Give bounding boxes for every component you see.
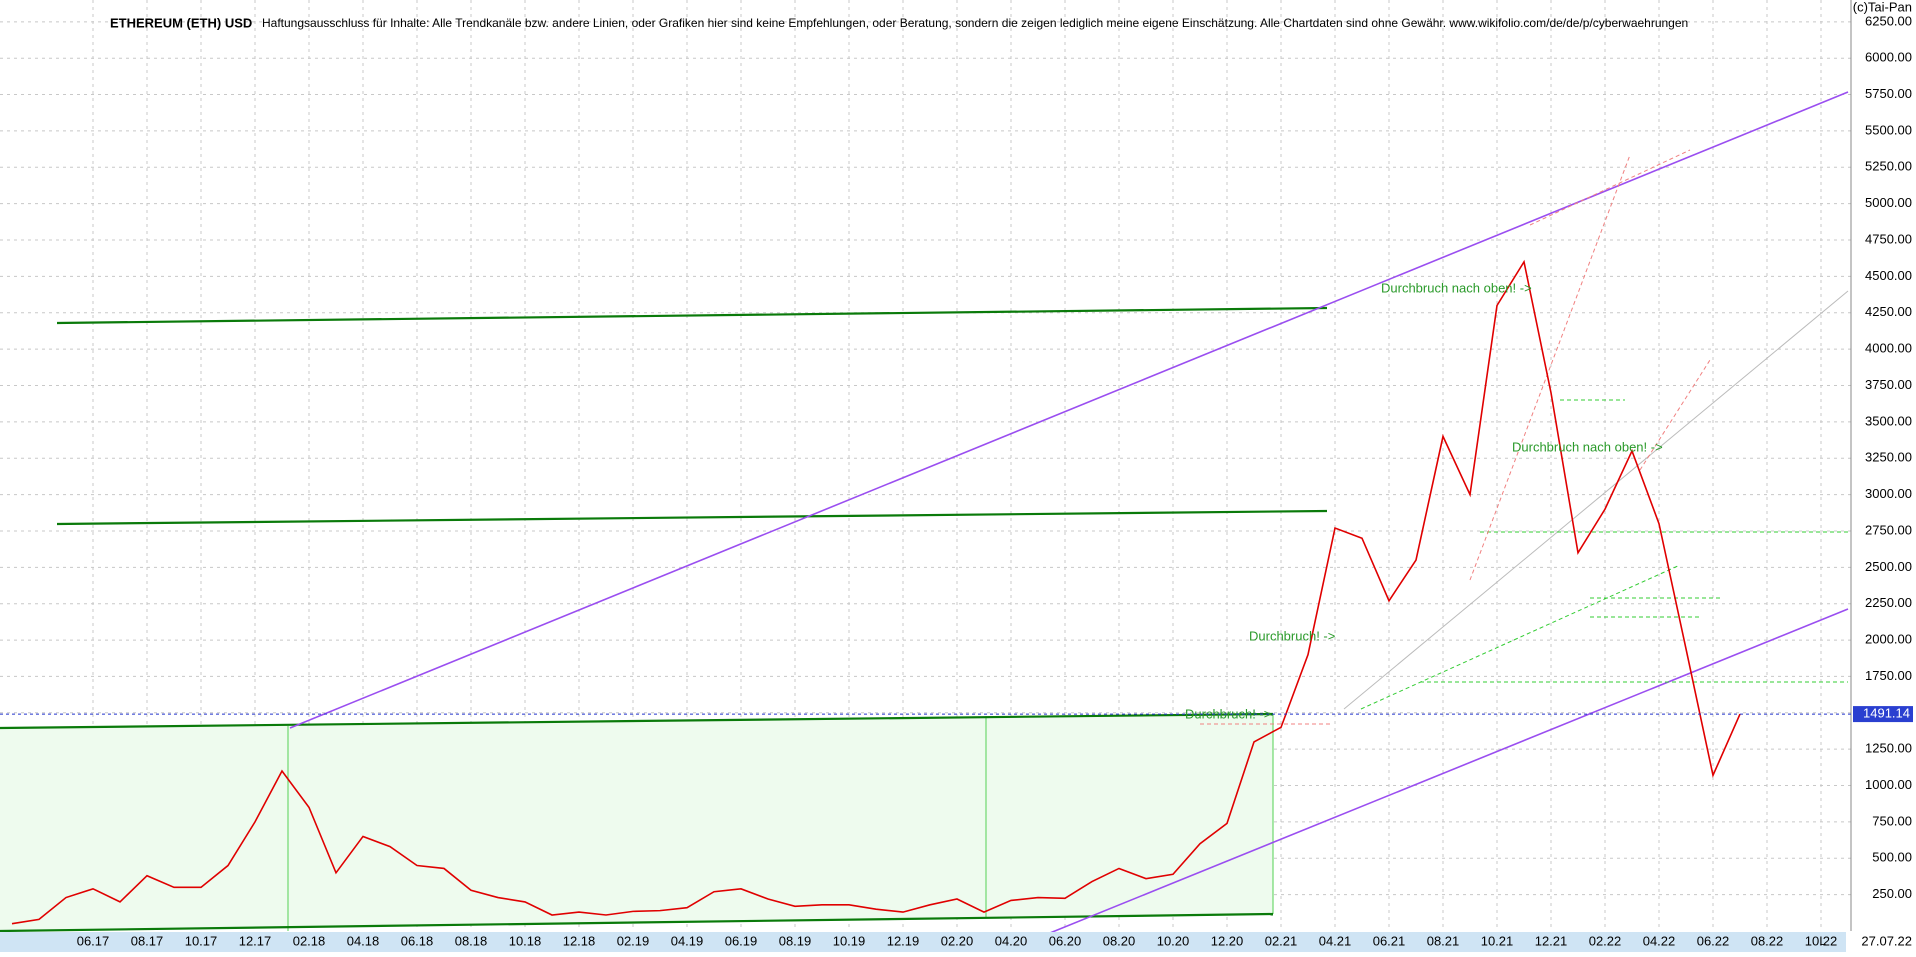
x-tick-label: 04.20 [995,933,1028,948]
range-box [0,714,1273,931]
x-tick-label: 06.21 [1373,933,1406,948]
x-tick-label: 06.17 [77,933,110,948]
y-tick-label: 5750.00 [1865,86,1912,101]
x-tick-label: 02.19 [617,933,650,948]
y-tick-label: 4750.00 [1865,231,1912,246]
y-tick-label: 2750.00 [1865,522,1912,537]
chart-subtitle: Haftungsausschluss für Inhalte: Alle Tre… [262,16,1688,30]
x-tick-label: 10.17 [185,933,218,948]
y-tick-label: 1250.00 [1865,741,1912,756]
y-tick-label: 3500.00 [1865,413,1912,428]
y-tick-label: 3000.00 [1865,486,1912,501]
helper-line [1343,290,1849,710]
annotation: Durchbruch! -> [1185,706,1271,721]
x-tick-label: 02.22 [1589,933,1622,948]
y-tick-label: 1000.00 [1865,777,1912,792]
chart-title: ETHEREUM (ETH) USD [110,15,252,30]
y-tick-label: 6000.00 [1865,50,1912,65]
annotation: Durchbruch nach oben! -> [1381,280,1532,295]
axis-panel [1851,0,1916,952]
y-tick-label: 5000.00 [1865,195,1912,210]
x-tick-label: 08.19 [779,933,812,948]
x-tick-label: 02.18 [293,933,326,948]
x-tick-label: 08.18 [455,933,488,948]
y-tick-label: 4500.00 [1865,268,1912,283]
x-tick-label: 08.17 [131,933,164,948]
y-tick-label: 2500.00 [1865,559,1912,574]
x-tick-label: 06.20 [1049,933,1082,948]
annotation: Durchbruch! -> [1249,628,1335,643]
x-tick-label: 10.22 [1805,933,1838,948]
x-tick-label: 10.19 [833,933,866,948]
last-date: 27.07.22 [1861,933,1912,948]
x-tick-label: 02.20 [941,933,974,948]
x-tick-label: 08.20 [1103,933,1136,948]
y-tick-label: 3250.00 [1865,450,1912,465]
y-tick-label: 750.00 [1872,813,1912,828]
x-tick-label: 06.18 [401,933,434,948]
y-tick-label: 500.00 [1872,850,1912,865]
y-tick-label: 4000.00 [1865,341,1912,356]
annotation: Durchbruch nach oben! -> [1512,439,1663,454]
x-tick-label: 12.20 [1211,933,1244,948]
y-tick-label: 2000.00 [1865,632,1912,647]
y-tick-label: 3750.00 [1865,377,1912,392]
copyright: (c)Tai-Pan [1853,0,1912,14]
y-tick-label: 6250.00 [1865,13,1912,28]
support-lines [1360,399,1848,710]
y-tick-label: 250.00 [1872,886,1912,901]
y-tick-label: 2250.00 [1865,595,1912,610]
x-tick-label: 12.18 [563,933,596,948]
corner-label: L [1819,934,1826,948]
x-tick-label: 02.21 [1265,933,1298,948]
resistance-lines [1200,149,1711,725]
x-tick-label: 04.18 [347,933,380,948]
zone-lines [287,714,1274,931]
horizontal-trendlines [0,306,1328,933]
x-tick-label: 08.21 [1427,933,1460,948]
y-tick-label: 5250.00 [1865,159,1912,174]
x-tick-label: 12.19 [887,933,920,948]
x-tick-label: 10.18 [509,933,542,948]
last-price-label: 1491.14 [1863,706,1910,721]
x-tick-label: 06.19 [725,933,758,948]
y-tick-label: 4250.00 [1865,304,1912,319]
x-axis-band [0,932,1846,952]
last-price-box [1853,706,1913,723]
x-tick-label: 08.22 [1751,933,1784,948]
x-tick-label: 10.20 [1157,933,1190,948]
x-tick-label: 04.22 [1643,933,1676,948]
x-tick-label: 04.19 [671,933,704,948]
x-tick-label: 06.22 [1697,933,1730,948]
x-tick-label: 10.21 [1481,933,1514,948]
x-tick-label: 12.17 [239,933,272,948]
price-line [11,259,1741,925]
x-tick-label: 04.21 [1319,933,1352,948]
y-tick-label: 5500.00 [1865,122,1912,137]
series [11,259,1741,925]
y-tick-label: 1750.00 [1865,668,1912,683]
x-tick-label: 12.21 [1535,933,1568,948]
